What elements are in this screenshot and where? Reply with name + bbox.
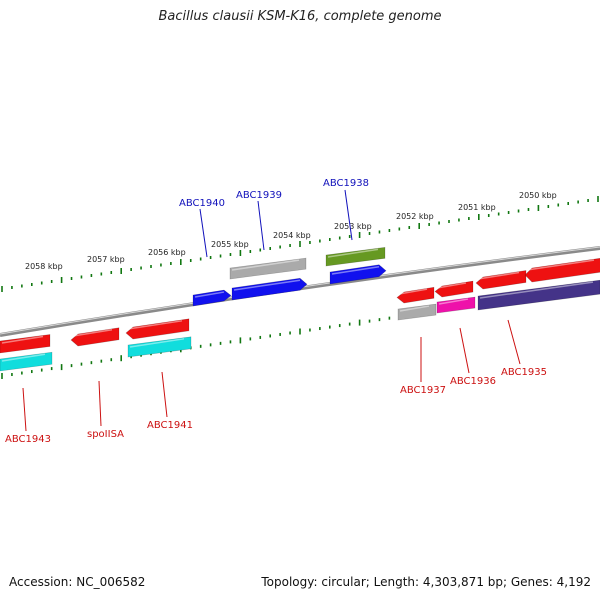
gene-red-abc1943-highlight bbox=[1, 335, 44, 344]
gene-red-abc1941-highlight bbox=[127, 320, 183, 330]
gene-bottom-leader-line bbox=[161, 371, 168, 418]
gene-blue-1 bbox=[192, 289, 232, 307]
gene-magenta-highlight bbox=[438, 298, 469, 305]
gene-red-far-right-highlight bbox=[526, 259, 595, 271]
gene-red-abc1937-highlight bbox=[398, 288, 428, 295]
kbp-tick-label: 2051 kbp bbox=[458, 203, 496, 212]
tick-ring-upper bbox=[1, 196, 599, 292]
gene-red-abc1935 bbox=[475, 270, 527, 290]
kbp-tick-label: 2056 kbp bbox=[148, 248, 186, 257]
gene-blue-2-highlight bbox=[233, 279, 301, 291]
gene-top-label: ABC1939 bbox=[236, 190, 282, 201]
gene-red-abc1936-highlight bbox=[436, 282, 467, 289]
kbp-tick-label: 2055 kbp bbox=[211, 240, 249, 249]
kbp-tick-label: 2058 kbp bbox=[25, 262, 63, 271]
gene-blue-2 bbox=[231, 277, 308, 301]
gene-gray-upper bbox=[229, 257, 307, 280]
gene-top-leader-line bbox=[199, 208, 208, 258]
gene-blue-3 bbox=[329, 264, 387, 285]
gene-cyan-abc1941-highlight bbox=[129, 338, 185, 348]
label-leaders bbox=[22, 189, 521, 432]
gene-blue-3-highlight bbox=[331, 265, 380, 275]
gene-red-abc1937 bbox=[396, 286, 435, 304]
kbp-labels: 2058 kbp 2057 kbp 2056 kbp 2055 kbp 2054 kbp… bbox=[25, 191, 557, 271]
gene-bottom-label: ABC1943 bbox=[5, 434, 51, 445]
gene-gray-lower bbox=[397, 303, 437, 321]
gene-gray-lower-highlight bbox=[399, 305, 430, 312]
gene-bottom-leader-line bbox=[98, 380, 102, 427]
gene-bottom-label: ABC1941 bbox=[147, 420, 193, 431]
gene-bottom-label: ABC1937 bbox=[400, 385, 446, 396]
gene-red-far-right bbox=[524, 257, 600, 283]
gene-cyan-abc1943 bbox=[0, 351, 53, 372]
gene-red-abc1936 bbox=[434, 280, 474, 298]
gene-magenta bbox=[436, 296, 476, 314]
gene-red-spoiisa-highlight bbox=[72, 329, 113, 337]
genes bbox=[0, 246, 600, 372]
gene-top-leader-line bbox=[344, 189, 353, 241]
gene-top-leader-line bbox=[257, 200, 265, 251]
kbp-tick-label: 2050 kbp bbox=[519, 191, 557, 200]
gene-bottom-label: spoIISA bbox=[87, 429, 124, 440]
gene-red-abc1943 bbox=[0, 334, 51, 354]
gene-olive-highlight bbox=[327, 248, 379, 258]
kbp-tick-label: 2053 kbp bbox=[334, 222, 372, 231]
gene-bottom-leader-line bbox=[459, 327, 470, 374]
accession-text: Accession: NC_006582 bbox=[9, 575, 146, 589]
gene-cyan-abc1941 bbox=[127, 336, 192, 358]
gene-red-abc1941 bbox=[125, 318, 190, 340]
gene-top-label: ABC1940 bbox=[179, 198, 225, 209]
kbp-tick-label: 2057 kbp bbox=[87, 255, 125, 264]
gene-cyan-abc1943-highlight bbox=[1, 353, 46, 362]
gene-red-spoiisa bbox=[70, 327, 120, 347]
gene-labels: ABC1940 ABC1939 ABC1938 ABC1943 spoIISA ABC19… bbox=[5, 178, 547, 445]
kbp-tick-label: 2052 kbp bbox=[396, 212, 434, 221]
genome-summary-text: Topology: circular; Length: 4,303,871 bp… bbox=[261, 575, 591, 589]
gene-bottom-label: ABC1935 bbox=[501, 367, 547, 378]
gene-navy bbox=[477, 279, 600, 311]
gene-blue-1-highlight bbox=[194, 291, 225, 298]
gene-olive bbox=[325, 246, 386, 267]
map-title: Bacillus clausii KSM-K16, complete genom… bbox=[158, 9, 442, 24]
gene-top-label: ABC1938 bbox=[323, 178, 369, 189]
gene-gray-upper-highlight bbox=[231, 259, 300, 271]
gene-bottom-label: ABC1936 bbox=[450, 376, 496, 387]
gene-navy-highlight bbox=[479, 281, 594, 299]
gene-bottom-leader-line bbox=[22, 387, 27, 432]
gene-red-abc1935-highlight bbox=[477, 271, 520, 280]
kbp-tick-label: 2054 kbp bbox=[273, 231, 311, 240]
gene-bottom-leader-line bbox=[507, 319, 521, 365]
